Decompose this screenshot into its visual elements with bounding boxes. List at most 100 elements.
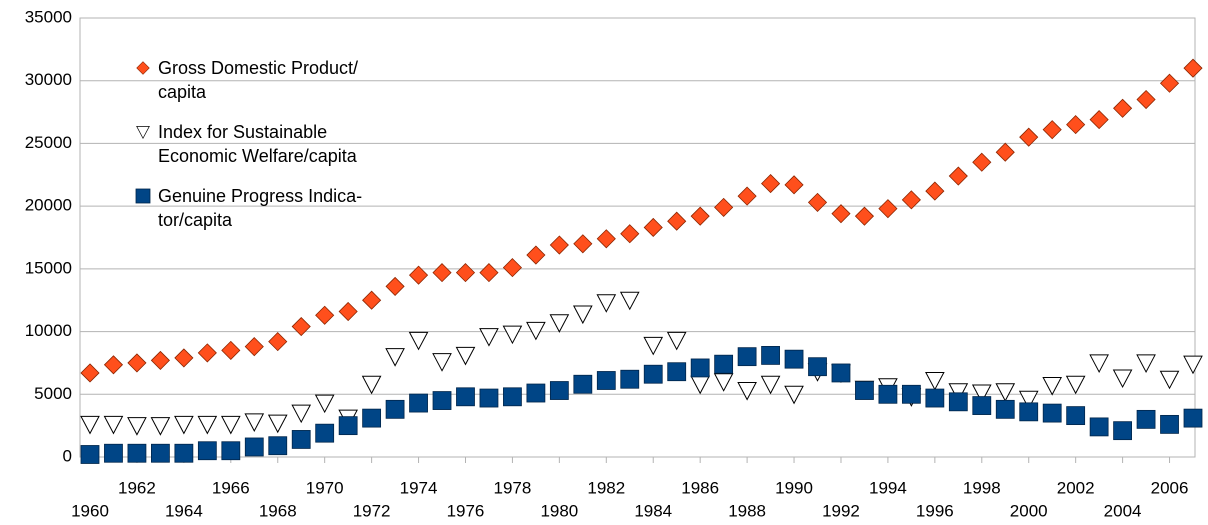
point xyxy=(666,331,687,351)
point xyxy=(80,363,100,383)
x-tick-label: 1984 xyxy=(634,501,672,520)
x-tick-label: 2002 xyxy=(1057,478,1095,497)
x-tick-label: 1986 xyxy=(681,478,719,497)
point xyxy=(385,399,405,419)
point xyxy=(1183,408,1203,428)
point xyxy=(808,357,827,377)
x-tick-label: 1962 xyxy=(118,478,156,497)
point xyxy=(620,224,640,244)
point xyxy=(244,337,264,357)
point xyxy=(455,263,476,283)
point xyxy=(103,415,124,435)
point xyxy=(268,332,288,352)
point xyxy=(549,235,569,255)
point xyxy=(690,206,710,226)
x-tick-label: 2006 xyxy=(1151,478,1189,497)
point xyxy=(620,369,640,389)
point xyxy=(831,363,851,383)
point xyxy=(948,166,968,186)
point xyxy=(901,384,921,404)
point xyxy=(667,362,687,382)
point xyxy=(220,415,241,435)
point xyxy=(784,175,804,195)
point xyxy=(713,373,734,392)
point xyxy=(619,291,640,311)
point xyxy=(385,276,405,296)
point xyxy=(291,316,311,337)
point xyxy=(1183,355,1203,375)
point xyxy=(127,353,147,373)
point xyxy=(643,217,663,238)
point xyxy=(502,325,523,345)
point xyxy=(573,374,593,394)
point xyxy=(479,328,499,347)
point xyxy=(995,399,1015,419)
legend-marker xyxy=(136,61,150,75)
point xyxy=(221,441,241,461)
point xyxy=(479,263,499,283)
point xyxy=(103,355,124,375)
x-tick-label: 1994 xyxy=(869,478,907,497)
point xyxy=(244,413,265,432)
point xyxy=(878,199,898,219)
point xyxy=(737,186,757,206)
point xyxy=(1136,409,1156,429)
point xyxy=(268,436,288,456)
y-tick-label: 30000 xyxy=(25,70,72,89)
point xyxy=(267,414,288,434)
y-tick-label: 15000 xyxy=(25,258,72,277)
x-tick-label: 1970 xyxy=(306,478,344,497)
point xyxy=(315,423,335,443)
point xyxy=(690,375,711,395)
point xyxy=(761,174,781,194)
point xyxy=(432,391,452,410)
point xyxy=(1066,115,1086,135)
point xyxy=(925,371,945,391)
point xyxy=(971,384,992,404)
x-tick-label: 1980 xyxy=(540,501,578,520)
point xyxy=(221,340,241,360)
point xyxy=(807,192,828,212)
x-tick-label: 2004 xyxy=(1104,501,1142,520)
point xyxy=(1159,370,1180,390)
point xyxy=(314,394,335,414)
point xyxy=(526,321,546,341)
point xyxy=(737,347,757,367)
x-tick-label: 2000 xyxy=(1010,501,1048,520)
point xyxy=(197,415,218,435)
point xyxy=(432,263,452,283)
point xyxy=(80,445,100,464)
point xyxy=(150,417,171,436)
point xyxy=(784,385,804,405)
x-tick-label: 1966 xyxy=(212,478,250,497)
point xyxy=(643,364,663,384)
point xyxy=(1019,402,1039,422)
point xyxy=(761,346,780,365)
point xyxy=(596,294,617,313)
x-tick-label: 1996 xyxy=(916,501,954,520)
point xyxy=(1019,127,1039,147)
point xyxy=(1183,58,1203,78)
legend-label: Index for Sustainable Economic Welfare/c… xyxy=(158,122,357,166)
point xyxy=(362,290,382,310)
point xyxy=(174,348,194,368)
x-tick-label: 1976 xyxy=(447,501,485,520)
point xyxy=(948,392,968,412)
y-tick-label: 10000 xyxy=(25,321,72,340)
point xyxy=(831,204,851,224)
legend-label: Genuine Progress Indica- tor/capita xyxy=(158,186,363,230)
point xyxy=(737,382,757,401)
point xyxy=(972,396,992,415)
x-tick-label: 1960 xyxy=(71,501,109,520)
point xyxy=(197,441,217,461)
point xyxy=(503,387,522,407)
point xyxy=(1066,406,1086,426)
point xyxy=(714,354,734,374)
point xyxy=(878,384,898,404)
point xyxy=(408,265,429,285)
x-tick-label: 1998 xyxy=(963,478,1001,497)
point xyxy=(150,350,170,370)
point xyxy=(596,371,616,390)
